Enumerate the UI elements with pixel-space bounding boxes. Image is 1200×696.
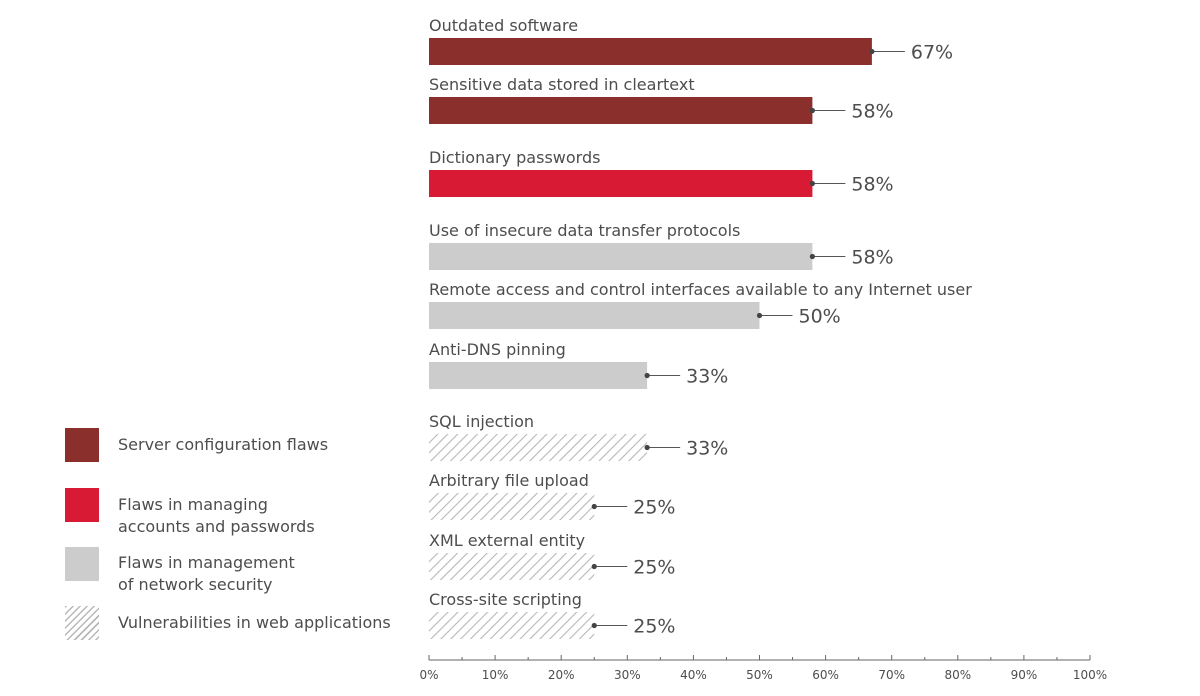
x-tick-label: 20% [548,668,575,682]
legend-label-accounts: Flaws in managing accounts and passwords [118,495,315,536]
legend-item-network: Flaws in management of network security [65,547,295,596]
value-label: 25% [633,497,675,519]
x-tick-label: 80% [944,668,971,682]
value-dot [644,372,650,379]
legend-swatch-accounts [65,488,99,522]
value-dot [869,48,875,55]
category-label: Cross-site scripting [429,590,582,609]
legend-item-accounts: Flaws in managing accounts and passwords [65,488,315,538]
category-label: Dictionary passwords [429,148,600,167]
category-label: Sensitive data stored in cleartext [429,75,695,94]
value-label: 50% [799,306,841,328]
bar [429,243,813,270]
legend-swatch-server [65,428,99,462]
bar [429,493,595,520]
x-tick-label: 0% [419,668,438,682]
x-tick-label: 10% [482,668,509,682]
bar [429,38,872,65]
value-label: 25% [633,557,675,579]
legend-swatch-web [65,606,99,640]
bar [429,170,813,197]
bar [429,434,648,461]
x-tick-label: 50% [746,668,773,682]
bar [429,553,595,580]
category-label: Anti-DNS pinning [429,340,566,359]
value-dot [756,312,763,319]
category-label: XML external entity [429,531,585,550]
legend-swatch-network [65,547,99,581]
category-label: Arbitrary file upload [429,471,589,490]
bars-layer: Outdated software 67% Sensitive data store… [429,16,972,639]
value-dot [591,622,597,629]
bar [429,302,760,329]
value-dot [809,180,815,187]
x-axis: 0% 10% 20% 30% 40% 50% 60% 70% 80% 90% 100% [419,655,1107,682]
value-dot [644,444,650,451]
legend-label-web: Vulnerabilities in web applications [118,613,391,632]
legend-label-server: Server configuration flaws [118,435,329,454]
value-dot [591,503,597,510]
x-tick-label: 60% [812,668,839,682]
x-tick-label: 70% [878,668,905,682]
x-tick-label: 90% [1011,668,1038,682]
x-tick-label: 30% [614,668,641,682]
bar [429,612,595,639]
value-label: 58% [851,101,893,123]
value-label: 33% [686,366,728,388]
category-label: Outdated software [429,16,578,35]
bar [429,362,648,389]
legend-item-server: Server configuration flaws [65,428,328,462]
category-label: Remote access and control interfaces ava… [429,280,972,299]
x-tick-label: 100% [1073,668,1107,682]
value-label: 67% [911,42,953,64]
category-label: SQL injection [429,412,534,431]
value-dot [809,107,815,114]
value-label: 25% [633,616,675,638]
value-label: 58% [851,247,893,269]
value-dot [809,253,815,260]
legend-label-network: Flaws in management of network security [118,553,295,594]
value-dot [591,563,597,570]
value-label: 33% [686,438,728,460]
bar [429,97,813,124]
value-label: 58% [851,174,893,196]
x-tick-label: 40% [680,668,707,682]
category-label: Use of insecure data transfer protocols [429,221,740,240]
legend-item-web: Vulnerabilities in web applications [65,606,391,640]
